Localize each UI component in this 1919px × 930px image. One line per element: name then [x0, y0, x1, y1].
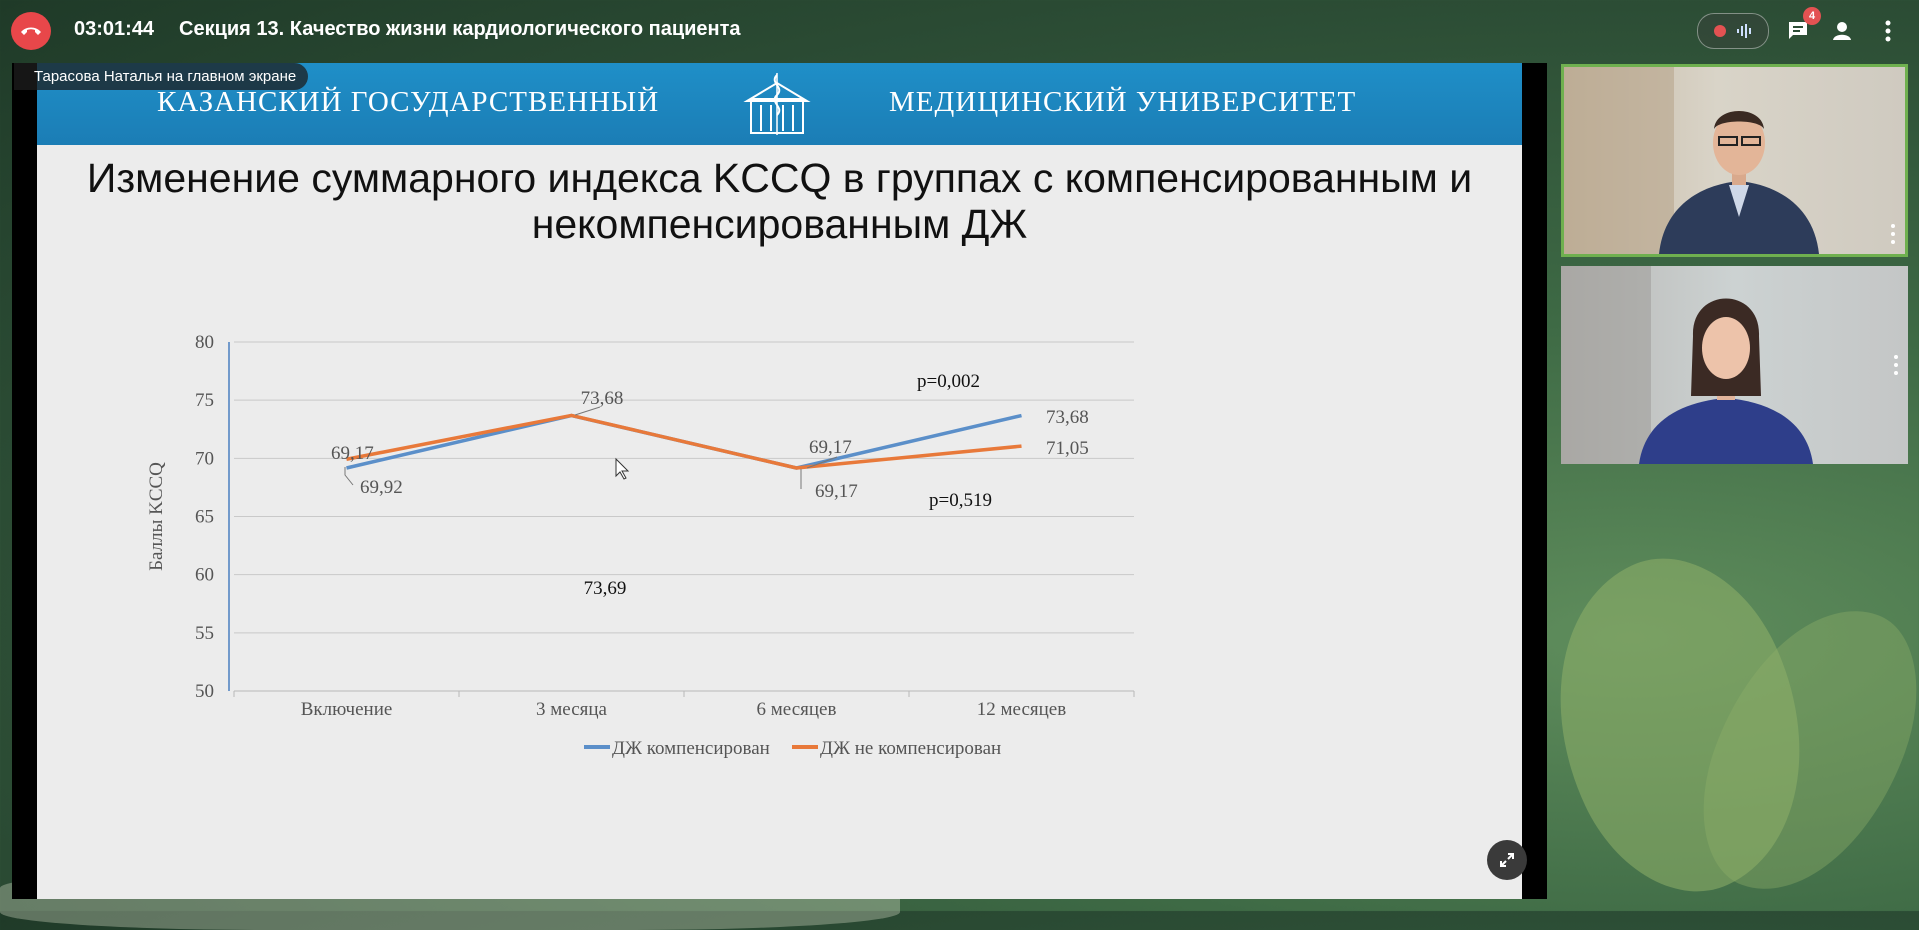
y-tick-label: 70 — [195, 448, 214, 469]
participant-video-tile-speaker[interactable] — [1561, 64, 1908, 257]
y-tick-label: 60 — [195, 565, 214, 586]
audio-wave-icon — [1737, 24, 1751, 38]
participants-button[interactable] — [1827, 16, 1857, 46]
participant-video — [1564, 67, 1819, 254]
y-tick-label: 80 — [195, 332, 214, 353]
y-tick-label: 55 — [195, 623, 214, 644]
more-options-button[interactable] — [1873, 16, 1903, 46]
kccq-line-chart: 50 55 60 65 70 75 80 Включение 3 месяца 6 месяцев… — [146, 332, 1135, 759]
phone-hangup-icon — [21, 27, 41, 35]
more-vert-icon — [1885, 20, 1891, 42]
banner-left-text: КАЗАНСКИЙ ГОСУДАРСТВЕННЫЙ — [157, 86, 660, 118]
x-tick-label: 12 месяцев — [977, 699, 1066, 720]
series-line-decompensated — [346, 413, 1022, 470]
data-label: 71,05 — [1046, 438, 1089, 459]
call-timer: 03:01:44 — [74, 18, 155, 40]
participant-video-tile[interactable] — [1561, 266, 1908, 464]
record-dot-icon — [1714, 25, 1726, 37]
p-value-annotation: p=0,519 — [929, 490, 992, 511]
p-value-annotation: p=0,002 — [917, 371, 980, 392]
leader-line — [806, 456, 838, 469]
data-label: 69,92 — [360, 477, 403, 498]
y-tick-label: 50 — [195, 681, 214, 702]
data-label: 73,68 — [1046, 407, 1089, 428]
y-axis-title: Баллы KCCQ — [146, 462, 167, 571]
data-label: 73,68 — [581, 388, 624, 409]
mouse-cursor-icon — [615, 457, 630, 480]
data-label: 69,17 — [331, 443, 374, 464]
slide-title: Изменение суммарного индекса KCCQ в груп… — [86, 155, 1473, 247]
presentation-slide: КАЗАНСКИЙ ГОСУДАРСТВЕННЫЙ МЕДИЦИНСКИЙ УН… — [37, 63, 1522, 899]
leader-line — [344, 467, 354, 486]
legend-label: ДЖ компенсирован — [612, 738, 770, 759]
chat-icon — [1789, 22, 1807, 39]
tile-options-icon[interactable] — [1891, 220, 1895, 248]
person-icon — [1833, 22, 1851, 40]
chat-unread-badge: 4 — [1803, 7, 1821, 25]
tile-options-icon[interactable] — [1894, 351, 1898, 379]
fullscreen-button[interactable] — [1487, 840, 1527, 880]
data-label: 69,17 — [815, 481, 858, 502]
participant-video — [1561, 266, 1813, 464]
university-emblem-icon — [743, 73, 811, 135]
x-tick-label: Включение — [301, 699, 393, 720]
data-label: 73,69 — [584, 578, 627, 599]
x-tick-label: 6 месяцев — [757, 699, 837, 720]
y-tick-label: 75 — [195, 390, 214, 411]
recording-indicator[interactable] — [1697, 13, 1769, 49]
banner-right-text: МЕДИЦИНСКИЙ УНИВЕРСИТЕТ — [889, 86, 1357, 118]
fullscreen-icon — [1500, 853, 1514, 867]
leader-line — [574, 406, 601, 416]
legend-label: ДЖ не компенсирован — [820, 738, 1001, 759]
y-tick-label: 65 — [195, 507, 214, 528]
data-label: 69,17 — [809, 437, 852, 458]
meeting-top-bar: 03:01:44 Секция 13. Качество жизни карди… — [0, 0, 1919, 60]
presenter-label: Тарасова Наталья на главном экране — [14, 63, 309, 90]
end-call-button[interactable] — [11, 12, 51, 50]
meeting-title: Секция 13. Качество жизни кардиологическ… — [179, 18, 741, 40]
x-tick-label: 3 месяца — [536, 699, 608, 720]
chat-button[interactable] — [1783, 16, 1813, 46]
